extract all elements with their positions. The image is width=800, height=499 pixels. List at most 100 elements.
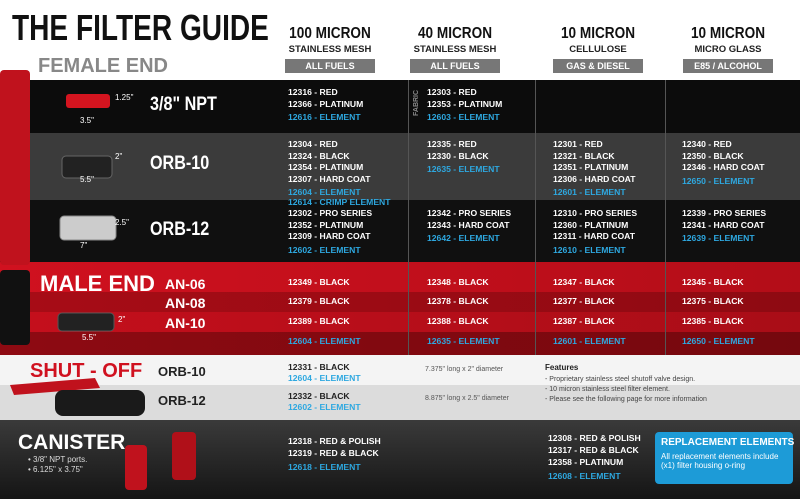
dimension: 2.5" <box>115 218 129 227</box>
part-number: 12335 - RED <box>427 139 477 149</box>
part-number: 12301 - RED <box>553 139 603 149</box>
element-number: 12642 - ELEMENT <box>427 233 500 243</box>
row-band <box>0 80 800 133</box>
part-number: 12360 - PLATINUM <box>553 219 629 230</box>
dimension: 5.5" <box>80 174 94 184</box>
big-filter <box>0 70 30 265</box>
row-band <box>0 262 800 292</box>
part-number: 12307 - HARD COAT <box>288 173 371 184</box>
part-number: 12341 - HARD COAT <box>682 219 765 230</box>
part-number: 12378 - BLACK <box>427 296 489 306</box>
part-number: 12311 - HARD COAT <box>553 231 635 241</box>
part-number: 12377 - BLACK <box>553 296 615 306</box>
row-band <box>0 332 800 355</box>
column-use: ALL FUELS <box>285 59 375 73</box>
part-number: 12366 - PLATINUM <box>288 98 364 109</box>
column-use: GAS & DIESEL <box>553 59 643 73</box>
part-number: 12302 - PRO SERIES <box>288 208 373 218</box>
dimension: 3.5" <box>80 115 94 125</box>
part-number: 12303 - RED <box>427 87 477 97</box>
part-number: 12388 - BLACK <box>427 316 489 326</box>
part-number: 12339 - PRO SERIES <box>682 208 767 218</box>
part-number: 12348 - BLACK <box>427 277 489 287</box>
row-band <box>0 133 800 200</box>
size-label: ORB-12 <box>158 393 206 408</box>
element-number: 12639 - ELEMENT <box>682 233 755 243</box>
size-label: ORB-10 <box>150 152 210 174</box>
part-number: 12332 - BLACK <box>288 391 350 401</box>
element-number: 12616 - ELEMENT <box>288 112 361 122</box>
filter-icon <box>59 215 117 241</box>
box-title: REPLACEMENT ELEMENTS <box>661 437 795 448</box>
part-number: 12387 - BLACK <box>553 316 615 326</box>
part-number: 12385 - BLACK <box>682 316 744 326</box>
replacement-box <box>655 432 793 484</box>
part-number: 12317 - RED & BLACK <box>548 445 639 455</box>
filter-icon <box>57 312 115 332</box>
column-material: CELLULOSE <box>569 44 627 55</box>
part-number: 12353 - PLATINUM <box>427 98 503 109</box>
column-micron: 10 MICRON <box>560 25 636 42</box>
element-number: 12602 - ELEMENT <box>288 244 361 255</box>
shutoff-body <box>55 390 145 416</box>
part-number: 12308 - RED & POLISH <box>548 433 641 443</box>
size-label: AN-10 <box>165 315 206 331</box>
element-number: 12618 - ELEMENT <box>288 462 361 472</box>
row-band <box>0 355 800 385</box>
part-number: 12346 - HARD COAT <box>682 162 765 172</box>
dimension: 7" <box>80 241 88 250</box>
dimension: 7.375" long x 2" diameter <box>425 366 504 373</box>
title: THE FILTER GUIDE <box>12 7 269 48</box>
part-number: 12349 - BLACK <box>288 277 350 287</box>
part-number: 12306 - HARD COAT <box>553 173 636 184</box>
feature-item: - Proprietary stainless steel shutoff va… <box>545 376 696 383</box>
element-number: 12650 - ELEMENT <box>682 336 755 346</box>
size-label: AN-08 <box>165 295 206 311</box>
part-number: 12343 - HARD COAT <box>427 219 510 230</box>
part-number: 12331 - BLACK <box>288 362 350 372</box>
divider <box>535 80 536 355</box>
part-number: 12379 - BLACK <box>288 296 350 306</box>
size-label: AN-06 <box>165 276 206 292</box>
dimension: 5.5" <box>82 333 96 342</box>
canister-icon <box>125 445 147 490</box>
column-micron: 100 MICRON <box>289 25 371 42</box>
column-material: STAINLESS MESH <box>413 44 497 55</box>
column-use: E85 / ALCOHOL <box>683 59 773 73</box>
column-use: ALL FUELS <box>410 59 500 73</box>
filter-icon <box>66 94 110 108</box>
part-number: 12342 - PRO SERIES <box>427 208 512 218</box>
dimension: 8.875" long x 2.5" diameter <box>425 395 509 402</box>
element-number: 12635 - ELEMENT <box>427 336 500 346</box>
section-title: MALE END <box>40 271 155 296</box>
row-band <box>0 312 800 332</box>
part-number: 12340 - RED <box>682 139 732 149</box>
size-label: ORB-10 <box>158 364 206 379</box>
subtitle: FEMALE END <box>38 55 168 77</box>
element-number: 12635 - ELEMENT <box>427 164 500 174</box>
column-material: STAINLESS MESH <box>288 44 372 55</box>
box-text: All replacement elements include (x1) fi… <box>661 452 779 471</box>
element-number: 12610 - ELEMENT <box>553 244 626 255</box>
divider <box>665 80 666 355</box>
column-micron: 40 MICRON <box>417 25 493 42</box>
male-filter <box>0 270 30 345</box>
feature-item: - 10 micron stainless steel filter eleme… <box>545 386 670 393</box>
feature-item: - Please see the following page for more… <box>545 396 707 403</box>
part-number: 12345 - BLACK <box>682 277 744 287</box>
filter-icon <box>61 155 113 179</box>
part-number: 12375 - BLACK <box>682 296 744 306</box>
part-number: 12324 - BLACK <box>288 150 350 161</box>
element-number: 12604 - ELEMENT <box>288 373 361 383</box>
note: • 6.125" x 3.75" <box>28 465 83 474</box>
part-number: 12304 - RED <box>288 139 338 149</box>
dimension: 2" <box>115 151 123 161</box>
part-number: 12389 - BLACK <box>288 316 350 326</box>
canister-icon <box>172 432 196 480</box>
element-number: 12604 - ELEMENT <box>288 187 361 197</box>
note: • 3/8" NPT ports. <box>28 455 88 464</box>
cell-tag: FABRIC <box>413 89 420 116</box>
dimension: 2" <box>118 315 126 324</box>
size-label: 3/8" NPT <box>150 93 217 115</box>
part-number: 12352 - PLATINUM <box>288 219 364 230</box>
